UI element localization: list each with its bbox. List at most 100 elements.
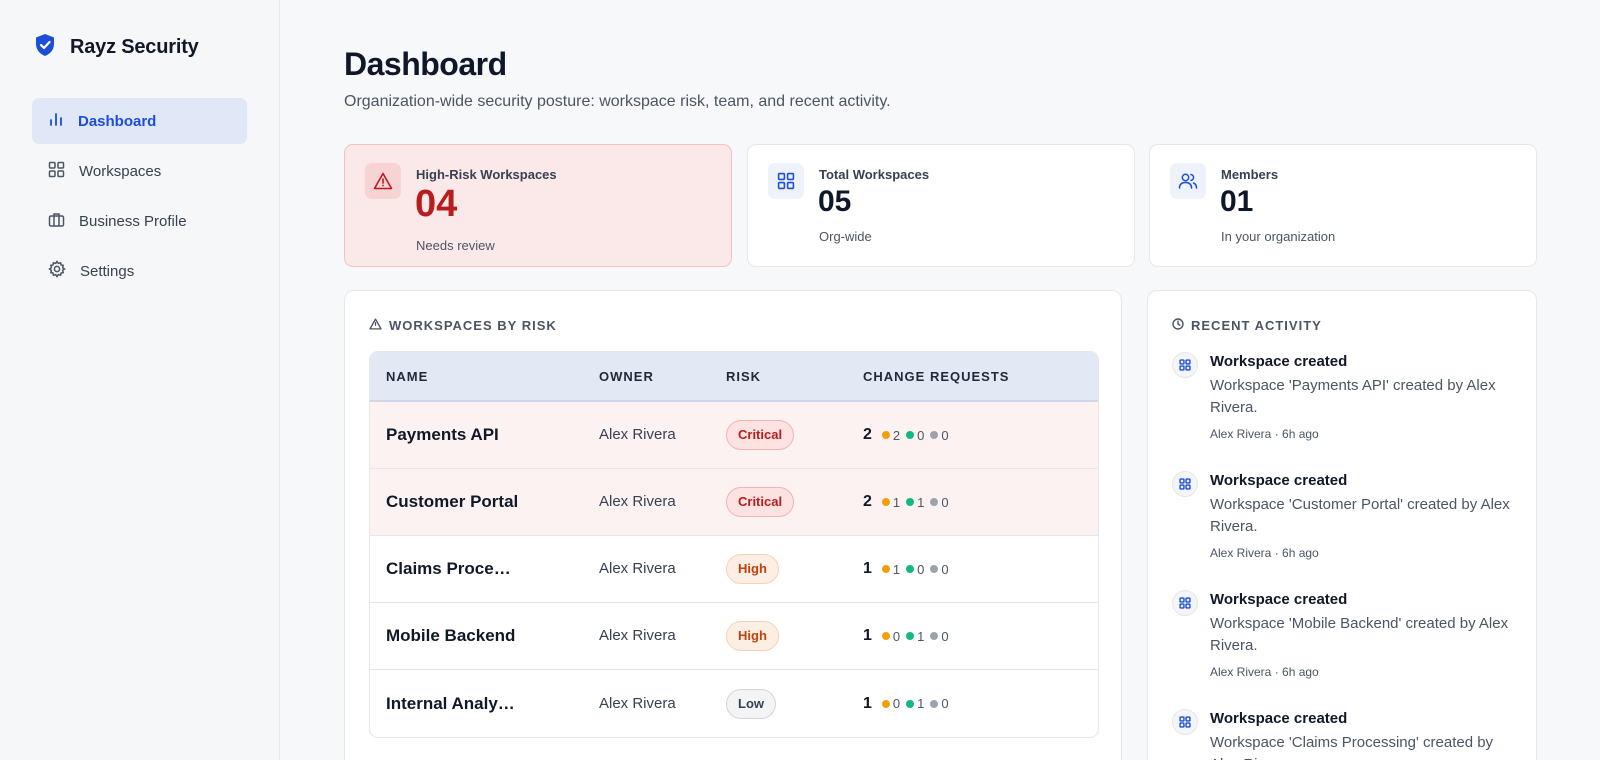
column-header-owner[interactable]: OWNER bbox=[599, 368, 654, 384]
workspace-name[interactable]: Claims Processing bbox=[386, 559, 516, 578]
warning-triangle-icon bbox=[369, 318, 382, 333]
briefcase-icon bbox=[48, 211, 65, 232]
workspace-owner: Alex Rivera bbox=[599, 426, 676, 443]
sidebar-nav: Dashboard Workspaces Business Profile Se… bbox=[32, 98, 247, 298]
grid-icon bbox=[1172, 709, 1198, 735]
workspace-name[interactable]: Customer Portal bbox=[386, 492, 519, 511]
workspace-name[interactable]: Mobile Backend bbox=[386, 626, 516, 645]
stat-label: High-Risk Workspaces bbox=[416, 167, 557, 182]
bar-chart-icon bbox=[48, 111, 64, 131]
change-requests: 1 1 0 0 bbox=[863, 560, 1098, 578]
panel-heading: RECENT ACTIVITY bbox=[1172, 318, 1322, 333]
change-requests: 2 2 0 0 bbox=[863, 426, 1098, 444]
shield-check-icon bbox=[34, 33, 56, 62]
table-row[interactable]: Mobile Backend Alex Rivera High 1 0 1 0 bbox=[370, 603, 1098, 670]
stat-value: 04 bbox=[415, 183, 458, 225]
workspaces-by-risk-panel: WORKSPACES BY RISK NAME OWNER RISK CHANG… bbox=[344, 290, 1122, 760]
cr-total: 2 bbox=[863, 493, 872, 510]
activity-title: Workspace created bbox=[1210, 353, 1348, 370]
table-row[interactable]: Internal Analytics Alex Rivera Low 1 0 1… bbox=[370, 670, 1098, 737]
cr-other-count: 0 bbox=[941, 696, 949, 711]
cr-total: 2 bbox=[863, 426, 872, 443]
table-row[interactable]: Customer Portal Alex Rivera Critical 2 1… bbox=[370, 469, 1098, 536]
table-row[interactable]: Claims Processing Alex Rivera High 1 1 0… bbox=[370, 536, 1098, 603]
activity-title: Workspace created bbox=[1210, 591, 1348, 608]
risk-badge: Critical bbox=[726, 420, 795, 450]
cr-other-count: 0 bbox=[941, 561, 949, 577]
activity-item[interactable]: Workspace created Workspace 'Claims Proc… bbox=[1172, 708, 1512, 760]
stat-label: Members bbox=[1221, 167, 1279, 182]
gray-dot-icon bbox=[930, 565, 939, 573]
workspace-owner: Alex Rivera bbox=[599, 694, 676, 712]
activity-item[interactable]: Workspace created Workspace 'Payments AP… bbox=[1172, 351, 1512, 470]
activity-meta: Alex Rivera · 6h ago bbox=[1210, 665, 1319, 679]
sidebar-item-label: Settings bbox=[80, 262, 135, 280]
warning-triangle-icon bbox=[365, 163, 401, 199]
cr-open-count: 0 bbox=[892, 696, 901, 711]
cr-other-count: 0 bbox=[941, 427, 949, 443]
sidebar-item-business-profile[interactable]: Business Profile bbox=[32, 198, 247, 244]
stat-card-members[interactable]: Members 01 In your organization bbox=[1149, 144, 1537, 267]
users-icon bbox=[1170, 163, 1206, 199]
activity-text: Workspace 'Payments API' created by Alex… bbox=[1210, 377, 1496, 416]
gray-dot-icon bbox=[930, 498, 939, 506]
stat-value: 05 bbox=[818, 185, 852, 218]
workspace-name[interactable]: Internal Analytics bbox=[386, 693, 516, 713]
risk-badge: Critical bbox=[726, 487, 795, 517]
activity-item[interactable]: Workspace created Workspace 'Customer Po… bbox=[1172, 470, 1512, 589]
cr-open-count: 1 bbox=[892, 561, 901, 577]
sidebar-item-settings[interactable]: Settings bbox=[32, 248, 247, 294]
risk-badge: High bbox=[726, 554, 779, 584]
cr-total: 1 bbox=[863, 627, 872, 644]
column-header-risk[interactable]: RISK bbox=[726, 368, 762, 384]
orange-dot-icon bbox=[881, 498, 890, 506]
activity-text: Workspace 'Claims Processing' created by… bbox=[1210, 734, 1494, 760]
grid-icon bbox=[1172, 590, 1198, 616]
cr-open-count: 1 bbox=[892, 494, 901, 510]
sidebar-item-workspaces[interactable]: Workspaces bbox=[32, 148, 247, 194]
stat-card-high-risk[interactable]: High-Risk Workspaces 04 Needs review bbox=[344, 144, 732, 267]
green-dot-icon bbox=[906, 565, 915, 573]
workspace-name[interactable]: Payments API bbox=[386, 425, 499, 444]
brand-name: Rayz Security bbox=[70, 36, 199, 58]
workspace-owner: Alex Rivera bbox=[599, 493, 676, 510]
cr-approved-count: 1 bbox=[917, 494, 925, 510]
stat-value: 01 bbox=[1220, 185, 1254, 218]
grid-icon bbox=[1172, 352, 1198, 378]
column-header-name[interactable]: NAME bbox=[386, 368, 429, 384]
green-dot-icon bbox=[906, 699, 915, 708]
gear-icon bbox=[48, 260, 66, 282]
clock-icon bbox=[1172, 318, 1184, 333]
panel-title: RECENT ACTIVITY bbox=[1191, 318, 1322, 333]
stat-card-total-workspaces[interactable]: Total Workspaces 05 Org-wide bbox=[747, 144, 1135, 267]
activity-text: Workspace 'Customer Portal' created by A… bbox=[1210, 496, 1510, 535]
activity-title: Workspace created bbox=[1210, 472, 1348, 489]
table-header: NAME OWNER RISK CHANGE REQUESTS bbox=[370, 352, 1098, 402]
stat-note: In your organization bbox=[1221, 229, 1336, 244]
orange-dot-icon bbox=[881, 632, 890, 640]
stat-note: Org-wide bbox=[819, 229, 872, 244]
gray-dot-icon bbox=[930, 431, 939, 439]
cr-other-count: 0 bbox=[941, 628, 949, 644]
change-requests: 1 0 1 0 bbox=[863, 627, 1098, 645]
column-header-change-requests[interactable]: CHANGE REQUESTS bbox=[863, 368, 1010, 384]
activity-item[interactable]: Workspace created Workspace 'Mobile Back… bbox=[1172, 589, 1512, 708]
panel-heading: WORKSPACES BY RISK bbox=[369, 318, 557, 333]
green-dot-icon bbox=[906, 431, 915, 439]
change-requests: 1 0 1 0 bbox=[863, 695, 1098, 713]
stat-note: Needs review bbox=[416, 238, 495, 253]
orange-dot-icon bbox=[881, 699, 890, 708]
workspace-owner: Alex Rivera bbox=[599, 627, 676, 644]
recent-activity-panel: RECENT ACTIVITY Workspace created Worksp… bbox=[1147, 290, 1537, 760]
stat-label: Total Workspaces bbox=[819, 167, 930, 182]
activity-list: Workspace created Workspace 'Payments AP… bbox=[1172, 351, 1512, 760]
sidebar-item-label: Workspaces bbox=[79, 162, 162, 180]
workspace-owner: Alex Rivera bbox=[599, 560, 676, 577]
workspaces-table: NAME OWNER RISK CHANGE REQUESTS Payments… bbox=[369, 351, 1099, 738]
table-row[interactable]: Payments API Alex Rivera Critical 2 2 0 … bbox=[370, 402, 1098, 469]
cr-open-count: 2 bbox=[892, 427, 901, 443]
sidebar-item-dashboard[interactable]: Dashboard bbox=[32, 98, 247, 144]
grid-icon bbox=[1172, 471, 1198, 497]
brand[interactable]: Rayz Security bbox=[34, 33, 199, 62]
sidebar-item-label: Business Profile bbox=[79, 212, 187, 230]
